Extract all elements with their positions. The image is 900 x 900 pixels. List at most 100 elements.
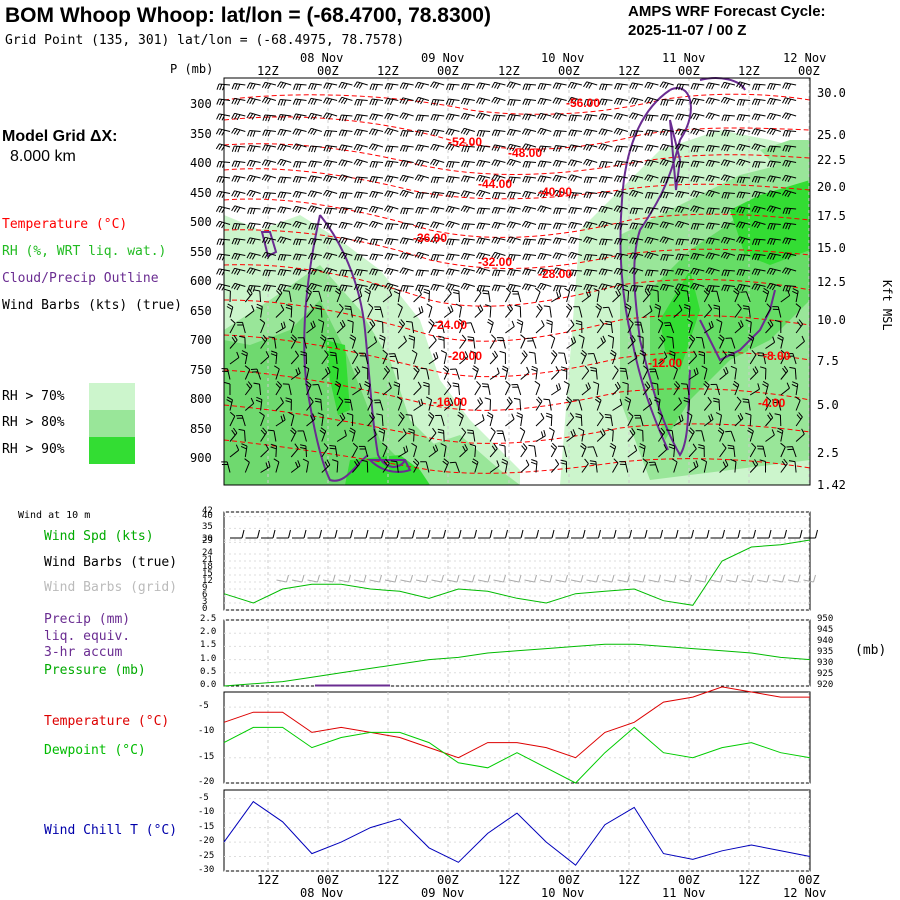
wind-barb-flag (231, 268, 236, 274)
wind-barb-flag (528, 239, 531, 246)
wind-barb-flag (751, 442, 757, 448)
time-tick-top: 00Z (798, 64, 820, 78)
wind-barb-flag (647, 270, 651, 277)
wind-barb-flag (354, 254, 358, 261)
wind-barb-flag (741, 207, 746, 214)
wind-barb-shaft (418, 221, 429, 225)
wind-barb-flag (285, 306, 292, 310)
pressure-ytick: 930 (817, 658, 834, 668)
wind-barb-flag (267, 130, 271, 137)
wind-barb-shaft (411, 415, 415, 427)
wind-barb-shaft (693, 267, 705, 272)
wind-barb-flag (601, 129, 605, 136)
wind-barb-flag (555, 208, 559, 215)
wind-barb-shaft (229, 306, 234, 318)
wind-barb-flag (432, 237, 437, 243)
wind-barb-flag (695, 269, 700, 276)
wind-barb-flag (640, 350, 646, 354)
wind-barb-flag (654, 303, 661, 308)
wind-barb-flag (291, 427, 297, 433)
wind-barb-shaft (275, 309, 285, 318)
wind-barb-flag (358, 238, 363, 244)
wind-barb-shaft (555, 252, 567, 256)
wind-barb-flag (584, 458, 589, 464)
wind-barb-flag (634, 83, 639, 90)
surface-barb-true-flag (691, 529, 694, 539)
wind-barb-flag (690, 160, 694, 167)
wind-barb-flag (738, 321, 742, 328)
wind-barb-flag (583, 114, 587, 121)
wind-barb-flag (399, 267, 404, 274)
wind-barb-shaft (617, 282, 628, 287)
wind-barb-flag (741, 115, 746, 121)
wind-barb-flag (573, 130, 577, 137)
wind-barb-shaft (535, 325, 545, 334)
wind-barb-flag (662, 82, 667, 88)
wind-barb-flag (215, 221, 220, 227)
wind-barb-flag (354, 368, 359, 374)
wind-barb-shaft (474, 419, 485, 427)
wind-barb-flag (451, 114, 455, 121)
wind-barb-flag (453, 292, 460, 295)
wind-barb-flag (674, 283, 679, 290)
wind-barb-flag (726, 145, 730, 152)
wind-barb-flag (707, 396, 712, 403)
wind-barb-flag (478, 113, 483, 119)
wind-barb-shaft (265, 221, 276, 225)
wind-barb-shaft (433, 283, 445, 287)
wind-barb-flag (570, 237, 575, 244)
wind-barb-flag (550, 445, 556, 451)
wind-barb-flag (463, 176, 468, 183)
wind-barb-flag (631, 83, 636, 90)
wind-barb-flag (443, 365, 450, 370)
wind-barb-flag (297, 222, 302, 229)
wind-barb-flag (741, 238, 746, 244)
wind-barb-flag (507, 269, 511, 276)
wind-barb-shaft (642, 462, 649, 473)
surface-barb-true-flag (272, 529, 276, 539)
wind-barb-flag (528, 84, 531, 91)
wind-barb-shaft (387, 282, 399, 287)
wind-barb-flag (525, 239, 529, 246)
wind-barb-flag (384, 223, 388, 230)
wind-barb-flag (283, 254, 287, 261)
wind-barb-flag (476, 160, 480, 167)
wind-barb-flag (726, 238, 731, 245)
wind-barb-flag (219, 99, 223, 106)
wind-barb-shaft (288, 291, 292, 303)
wind-barb-flag (730, 365, 737, 370)
wind-barb-shaft (525, 205, 537, 210)
wind-barb-flag (659, 129, 664, 136)
wind-barb-flag (236, 351, 240, 358)
surface-barb-true-flag (675, 529, 679, 539)
wind-barb-shaft (428, 339, 437, 349)
wind-barb-flag (787, 176, 792, 183)
wind-barb-flag (619, 99, 623, 106)
height-tick-label: 12.5 (817, 275, 846, 289)
wind-barb-flag (573, 176, 578, 182)
wind-barb-flag (754, 254, 758, 261)
surface-barb-true-flag (520, 529, 524, 539)
wind-barb-shaft (601, 190, 613, 194)
time-tick-bottom: 12Z (257, 873, 279, 887)
wind-chill-label: Wind Chill T (°C) (44, 823, 178, 838)
pressure-ytick: 925 (817, 669, 834, 679)
wind-barb-flag (527, 145, 532, 151)
wind-barb-flag (466, 239, 470, 245)
wind-barb-flag (723, 97, 728, 104)
wind-barb-flag (464, 443, 468, 450)
wind-barb-flag (723, 145, 728, 152)
wind-barb-shaft (693, 175, 705, 179)
wind-barb-flag (389, 176, 394, 183)
wind-barb-flag (390, 239, 394, 245)
wind-barb-flag (479, 223, 483, 230)
wind-barb-shaft (769, 190, 781, 194)
wind-barb-shaft (703, 384, 710, 396)
wind-barb-flag (349, 430, 355, 434)
wind-barb-flag (305, 290, 311, 295)
wind-barb-flag (736, 269, 740, 276)
wind-barb-flag (264, 285, 269, 292)
wind-barb-shaft (520, 464, 530, 473)
wind-barb-flag (246, 267, 251, 274)
wind-barb-flag (631, 98, 636, 105)
